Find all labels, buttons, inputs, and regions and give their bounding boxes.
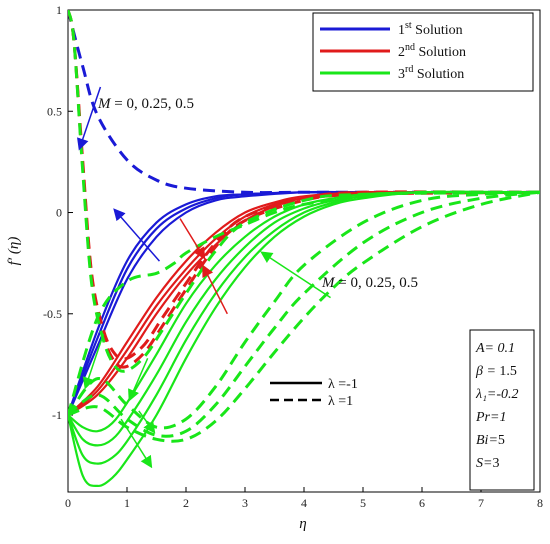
solution3-dashed-line <box>68 190 540 430</box>
arrow-solution3 <box>128 358 149 402</box>
linestyle-legend: λ =-1 λ =1 <box>270 377 358 409</box>
x-tick-label: 4 <box>301 496 307 510</box>
annotation-m-right: M = 0, 0.25, 0.5 <box>321 275 418 291</box>
arrow-solution2 <box>202 264 228 315</box>
parameter-entry: Bi=5 <box>476 433 505 448</box>
arrow-solution2 <box>179 218 206 260</box>
parameter-box-frame <box>469 329 535 491</box>
parameter-entry: Pr=1 <box>475 410 506 425</box>
x-axis-label: η <box>299 516 306 532</box>
arrow-solution1 <box>77 86 102 151</box>
legend-label-solution3: 3rd Solution <box>398 64 464 82</box>
y-tick-label: -0.5 <box>43 307 62 321</box>
parameter-entry: λ₁=-0.2 <box>475 387 519 402</box>
parameter-entry: β = 1.5 <box>475 364 517 379</box>
solution3-dashed-line <box>68 10 540 373</box>
linestyle-label-dashed: λ =1 <box>328 394 353 409</box>
solution3-dashed-line <box>68 190 540 438</box>
parameter-box: A= 0.1 β = 1.5 λ₁=-0.2 Pr=1 Bi=5 S=3 <box>469 329 535 491</box>
parameter-entry: A= 0.1 <box>475 341 515 356</box>
x-tick-label: 6 <box>419 496 425 510</box>
y-tick-label: 0 <box>56 206 62 220</box>
y-axis-label: f′ (η) <box>6 237 22 266</box>
arrow-solution3 <box>120 418 153 469</box>
linestyle-label-solid: λ =-1 <box>328 377 358 392</box>
x-tick-label: 8 <box>537 496 543 510</box>
legend-label-solution2: 2nd Solution <box>398 42 466 60</box>
solution3-dashed-line <box>68 190 540 443</box>
legend-label-solution1: 1st Solution <box>398 20 463 38</box>
arrow-solution3 <box>82 333 105 390</box>
series-layer <box>68 10 540 488</box>
arrow-solution1 <box>113 208 161 262</box>
arrow-solution3 <box>138 410 156 434</box>
arrow-solution3 <box>260 251 331 299</box>
x-tick-label: 0 <box>65 496 71 510</box>
annotation-m-left: M = 0, 0.25, 0.5 <box>97 96 194 112</box>
x-tick-label: 2 <box>183 496 189 510</box>
annotation-arrows <box>77 86 331 469</box>
parameter-entry: S=3 <box>476 456 499 471</box>
tick-labels: 0 1 2 3 4 5 6 7 8 1 0.5 0 -0.5 -1 <box>43 3 543 510</box>
x-tick-label: 1 <box>124 496 130 510</box>
legend: 1st Solution 2nd Solution 3rd Solution <box>312 12 534 92</box>
y-tick-label: -1 <box>52 408 62 422</box>
y-tick-label: 1 <box>56 3 62 17</box>
x-tick-label: 3 <box>242 496 248 510</box>
y-tick-label: 0.5 <box>47 104 62 118</box>
solution3-solid-line <box>68 190 540 488</box>
x-tick-label: 5 <box>360 496 366 510</box>
x-tick-label: 7 <box>478 496 484 510</box>
